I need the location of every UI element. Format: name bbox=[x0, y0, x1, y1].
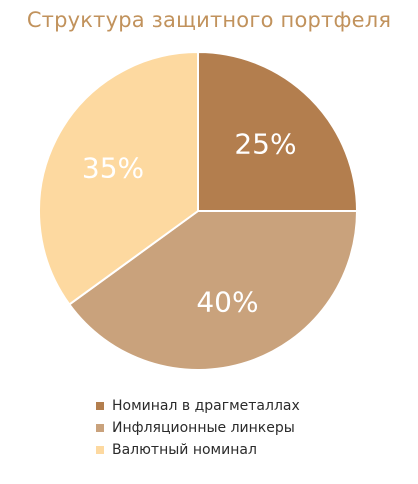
legend-item-2: Инфляционные линкеры bbox=[96, 420, 300, 436]
slice-label-2: 40% bbox=[196, 286, 258, 319]
legend-label: Номинал в драгметаллах bbox=[112, 398, 300, 414]
slice-label-3: 35% bbox=[82, 152, 144, 185]
legend-label: Инфляционные линкеры bbox=[112, 420, 295, 436]
legend-swatch bbox=[96, 424, 104, 432]
legend-swatch bbox=[96, 402, 104, 410]
pie-slice-2 bbox=[68, 210, 358, 371]
chart-title: Структура защитного портфеля bbox=[26, 8, 392, 32]
slice-label-1: 25% bbox=[234, 128, 296, 161]
pie-slice-1 bbox=[197, 51, 358, 212]
legend: Номинал в драгметаллах Инфляционные линке… bbox=[96, 398, 300, 458]
pie-slice-3 bbox=[38, 51, 199, 306]
legend-label: Валютный номинал bbox=[112, 442, 257, 458]
legend-swatch bbox=[96, 446, 104, 454]
legend-item-1: Номинал в драгметаллах bbox=[96, 398, 300, 414]
legend-item-3: Валютный номинал bbox=[96, 442, 300, 458]
